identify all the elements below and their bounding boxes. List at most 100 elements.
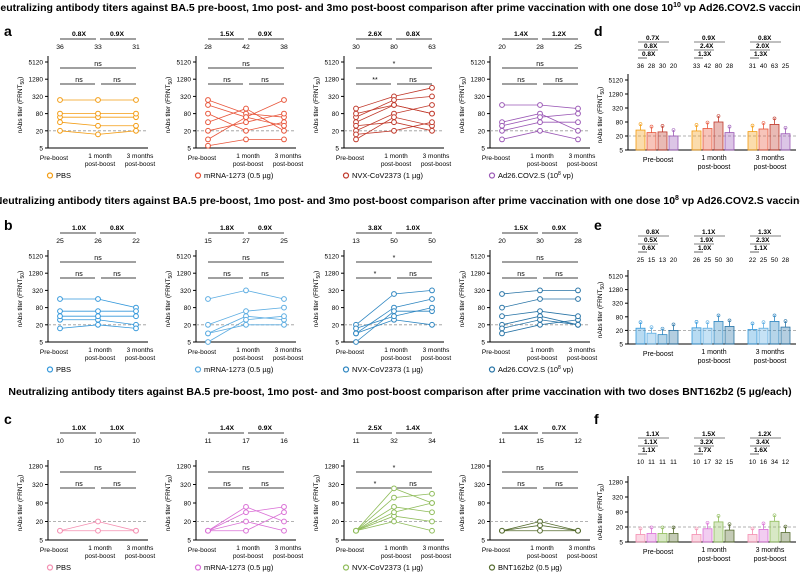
gmt-label: 42 xyxy=(704,63,712,70)
bar-point xyxy=(705,520,710,525)
data-point xyxy=(95,110,101,117)
y-tick-label: 20 xyxy=(478,519,486,526)
y-axis-label-close: ) xyxy=(313,77,320,79)
y-tick-label: 320 xyxy=(328,482,339,489)
gmt-label: 11 xyxy=(352,438,359,445)
y-tick-label: 5 xyxy=(481,538,485,545)
panel-letter-a: a xyxy=(4,23,12,39)
data-point xyxy=(281,304,287,311)
gmt-label: 31 xyxy=(749,63,757,70)
data-point xyxy=(499,102,505,108)
bar xyxy=(713,521,724,543)
fold-change: 1.0X xyxy=(406,225,420,232)
y-tick-label: 1280 xyxy=(325,464,340,471)
group-label: 1 month xyxy=(701,155,726,162)
fold-change: 2.4X xyxy=(700,43,714,50)
data-point xyxy=(353,527,359,534)
y-axis-label-close: ) xyxy=(165,475,172,477)
fold-change: 1.2X xyxy=(758,431,772,438)
y-tick-label: 80 xyxy=(332,501,340,508)
bar xyxy=(769,321,780,345)
sig-label: * xyxy=(393,465,396,472)
fold-change: 1.0X xyxy=(72,225,86,232)
x-label-1m-b: post-boost xyxy=(233,161,264,168)
bar xyxy=(657,131,668,151)
gmt-label: 17 xyxy=(242,438,250,445)
fold-change: 1.3X xyxy=(758,229,772,236)
y-axis-label: nAbs titer (FRNT50) xyxy=(165,271,174,328)
y-axis-label-close: ) xyxy=(459,271,466,273)
x-label-3m-b: post-boost xyxy=(567,355,598,362)
x-label-3m: 3 months xyxy=(423,347,450,354)
data-point xyxy=(243,287,249,294)
bar xyxy=(747,131,758,151)
data-point xyxy=(281,503,287,510)
data-point xyxy=(243,509,249,516)
bar-point xyxy=(705,120,710,125)
bar xyxy=(691,327,702,345)
x-label-pre: Pre-boost xyxy=(482,155,510,162)
group-label-b: post-boost xyxy=(754,164,787,171)
group-label-b: post-boost xyxy=(698,164,731,171)
group-label: 3 months xyxy=(756,155,785,162)
data-point xyxy=(575,313,581,320)
bar xyxy=(668,329,679,345)
y-tick-label: 80 xyxy=(332,305,340,312)
y-axis-label: nAbs titer (FRNT50) xyxy=(165,77,174,134)
line-panel-a4: 5 20 80 320 1280 5120 nAbs titer (FRNT50) Pre-b… xyxy=(459,31,597,180)
y-tick-label: 20 xyxy=(184,322,192,329)
x-label-3m-b: post-boost xyxy=(421,355,452,362)
gmt-label: 13 xyxy=(659,257,667,264)
fold-change: 0.8X xyxy=(72,31,86,38)
bar xyxy=(724,326,735,345)
data-point xyxy=(499,122,505,129)
fold-change: 1.0X xyxy=(72,425,86,432)
data-point xyxy=(429,110,435,117)
fold-change: 1.3X xyxy=(754,51,768,58)
data-point xyxy=(429,490,435,497)
fold-change: 2.0X xyxy=(756,43,770,50)
y-tick-label: 320 xyxy=(474,94,485,101)
data-point xyxy=(95,97,101,103)
data-point xyxy=(353,339,359,345)
group-label-b: post-boost xyxy=(754,358,787,365)
data-point xyxy=(243,119,249,126)
row-title-2: Neutralizing antibody titers against BA.… xyxy=(0,195,800,207)
gmt-label: 11 xyxy=(648,459,655,466)
data-point xyxy=(391,291,397,297)
gmt-label: 12 xyxy=(574,438,582,445)
y-tick-label: 5 xyxy=(187,146,191,153)
y-axis-label-sub: 50 xyxy=(462,79,468,85)
bar-point xyxy=(716,514,721,518)
sig-label: ns xyxy=(113,481,121,488)
y-tick-label: 320 xyxy=(612,495,623,502)
bar xyxy=(724,529,735,543)
sig-label: ns xyxy=(94,61,102,68)
y-tick-label: 80 xyxy=(616,120,624,127)
legend-label: Ad26.COV2.S (108 vp) xyxy=(498,171,574,180)
gmt-label: 15 xyxy=(204,238,212,245)
data-point xyxy=(205,127,211,134)
y-tick-label: 20 xyxy=(332,128,340,135)
x-label-3m: 3 months xyxy=(127,153,154,160)
bar xyxy=(646,332,657,345)
data-point xyxy=(429,84,435,91)
y-tick-label: 80 xyxy=(332,111,340,118)
gmt-label: 10 xyxy=(637,459,645,466)
y-axis-label-close: ) xyxy=(597,484,604,486)
fold-change: 0.9X xyxy=(552,225,566,232)
y-tick-label: 20 xyxy=(332,322,340,329)
data-point xyxy=(243,136,249,143)
y-axis-label-sub: 50 xyxy=(462,273,468,279)
data-point xyxy=(429,518,435,525)
fold-change: 1.7X xyxy=(698,447,712,454)
bar-point xyxy=(705,320,710,325)
line-panel-b3: 5 20 80 320 1280 5120 nAbs titer (FRNT50) Pre-b… xyxy=(313,225,451,374)
data-point xyxy=(537,321,543,328)
y-tick-label: 5120 xyxy=(177,254,192,261)
gmt-label: 10 xyxy=(56,438,64,445)
data-point xyxy=(205,110,211,117)
bar-point xyxy=(660,326,665,331)
legend-text: mRNA-1273 (0.5 µg) xyxy=(204,563,274,572)
